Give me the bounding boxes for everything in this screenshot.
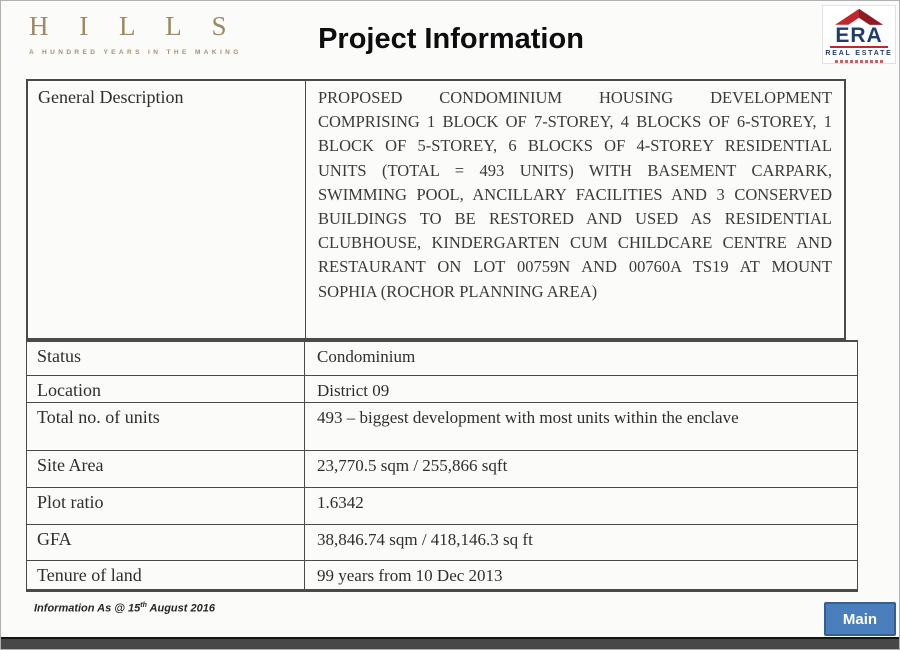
row-label: Total no. of units [27, 403, 305, 450]
era-logo-text: ERA [835, 23, 883, 47]
table-row-gfa: GFA 38,846.74 sqm / 418,146.3 sq ft [27, 525, 857, 561]
row-label: Tenure of land [27, 561, 305, 589]
era-tagline-strip [835, 60, 883, 63]
era-roof-icon [835, 8, 883, 25]
general-description-label: General Description [28, 81, 306, 338]
row-value: 99 years from 10 Dec 2013 [317, 566, 503, 585]
row-value: 23,770.5 sqm / 255,866 sqft [317, 456, 508, 475]
general-description-value: PROPOSED CONDOMINIUM HOUSING DEVELOPMENT… [318, 88, 832, 301]
general-description-table: General Description PROPOSED CONDOMINIUM… [26, 79, 846, 340]
table-row-total-units: Total no. of units 493 – biggest develop… [27, 403, 857, 451]
row-label: Status [27, 342, 305, 375]
table-row-tenure: Tenure of land 99 years from 10 Dec 2013 [27, 561, 857, 591]
hills-logo-tagline: A HUNDRED YEARS IN THE MAKING [29, 49, 242, 56]
row-label: Plot ratio [27, 488, 305, 524]
row-label: Location [27, 376, 305, 402]
table-row-site-area: Site Area 23,770.5 sqm / 255,866 sqft [27, 451, 857, 488]
info-date-ordinal: th [140, 602, 147, 609]
info-date-prefix: Information As @ 15 [34, 602, 141, 615]
row-value: Condominium [317, 347, 416, 366]
row-label: GFA [27, 525, 305, 560]
row-value: 1.6342 [317, 493, 364, 512]
row-value: 38,846.74 sqm / 418,146.3 sq ft [317, 530, 533, 549]
table-row-plot-ratio: Plot ratio 1.6342 [27, 488, 857, 525]
era-logo: ERA REAL ESTATE [822, 5, 896, 64]
table-row-status: Status Condominium [27, 342, 857, 376]
page-title: Project Information [318, 23, 584, 55]
era-logo-subtitle: REAL ESTATE [825, 50, 893, 58]
table-row-location: Location District 09 [27, 376, 857, 403]
row-label: Site Area [27, 451, 305, 487]
hills-logo: H I L L S A HUNDRED YEARS IN THE MAKING [29, 11, 242, 56]
project-info-table: Status Condominium Location District 09 … [26, 340, 858, 592]
info-date-note: Information As @ 15th August 2016 [34, 602, 215, 615]
row-value: District 09 [317, 381, 390, 400]
info-date-suffix: August 2016 [146, 602, 215, 615]
main-button[interactable]: Main [824, 602, 896, 636]
slide-bottom-edge [1, 637, 899, 649]
era-divider-bar [830, 45, 888, 49]
hills-logo-text: H I L L S [29, 11, 239, 41]
row-value: 493 – biggest development with most unit… [317, 408, 739, 427]
